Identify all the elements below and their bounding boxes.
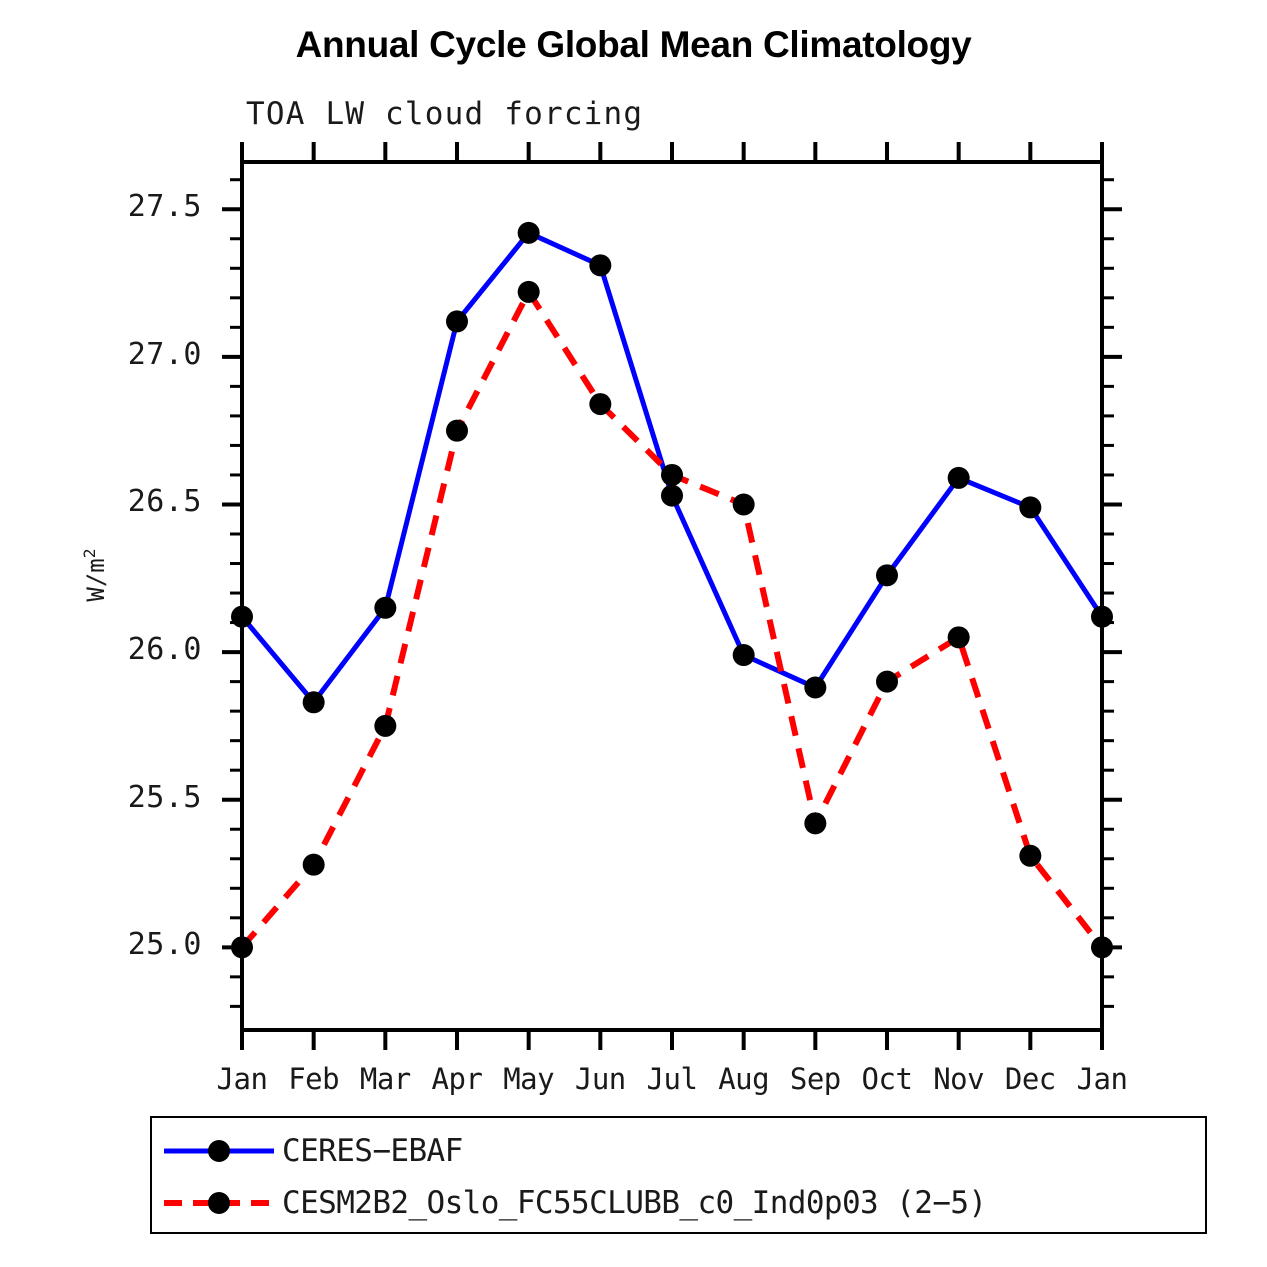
data-point-marker [374, 596, 397, 619]
data-point-marker [947, 466, 970, 489]
chart-subtitle: TOA LW cloud forcing [246, 96, 644, 132]
chart-legend: CERES−EBAF CESM2B2_Oslo_FC55CLUBB_c0_Ind… [150, 1116, 1207, 1234]
x-tick-label: Jan [216, 1062, 268, 1096]
x-tick-label: Jan [1076, 1062, 1128, 1096]
x-tick-label: Oct [861, 1062, 913, 1096]
data-point-marker [231, 936, 253, 959]
x-tick-label: Feb [288, 1062, 340, 1096]
data-point-marker [732, 644, 755, 667]
legend-row-model: CESM2B2_Oslo_FC55CLUBB_c0_Ind0p03 (2−5) [152, 1178, 1205, 1228]
data-point-marker [947, 626, 970, 649]
data-point-marker [1091, 605, 1113, 628]
x-tick-label: Apr [431, 1062, 483, 1096]
y-axis-minor-ticks [230, 178, 1114, 1008]
x-tick-label: Sep [789, 1062, 841, 1096]
data-point-marker [302, 853, 325, 876]
legend-label-ceres: CERES−EBAF [282, 1133, 463, 1169]
x-axis-major-ticks [240, 142, 1104, 1050]
data-point-marker [804, 676, 827, 699]
data-point-marker [589, 393, 612, 416]
y-tick-label: 27.5 [127, 189, 202, 225]
data-markers-layer [231, 221, 1113, 959]
legend-swatch-model [164, 1192, 274, 1214]
y-tick-label: 25.0 [127, 927, 202, 963]
legend-swatch-ceres [164, 1140, 274, 1162]
data-point-marker [517, 221, 540, 244]
data-point-marker [589, 254, 612, 277]
x-tick-label: Mar [359, 1062, 411, 1096]
data-point-marker [804, 812, 827, 835]
chart-title: Annual Cycle Global Mean Climatology [295, 24, 972, 65]
data-point-marker [1019, 496, 1042, 519]
data-point-marker [1091, 936, 1113, 959]
data-series-layer [239, 229, 1105, 950]
data-point-marker [661, 463, 683, 486]
data-point-marker [876, 564, 898, 587]
y-tick-label: 26.0 [127, 632, 202, 668]
x-tick-label: Nov [933, 1062, 985, 1096]
y-tick-label: 26.5 [127, 484, 202, 520]
data-point-marker [446, 419, 468, 442]
data-point-marker [1019, 844, 1042, 867]
x-tick-label: Aug [718, 1062, 770, 1096]
data-point-marker [732, 493, 755, 516]
data-point-marker [231, 605, 253, 628]
y-axis-major-ticks [222, 207, 1122, 950]
data-point-marker [374, 714, 397, 737]
x-tick-label: Jul [646, 1062, 698, 1096]
x-tick-label: Dec [1004, 1062, 1056, 1096]
y-tick-label: 27.0 [127, 336, 202, 372]
x-tick-label: May [503, 1062, 555, 1096]
data-point-marker [876, 670, 898, 693]
data-point-marker [517, 280, 540, 303]
data-point-marker [302, 691, 325, 714]
series-line [239, 285, 1105, 950]
data-point-marker [661, 484, 683, 507]
data-point-marker [446, 310, 468, 333]
legend-row-ceres: CERES−EBAF [152, 1126, 1205, 1176]
legend-label-model: CESM2B2_Oslo_FC55CLUBB_c0_Ind0p03 (2−5) [282, 1185, 987, 1221]
x-tick-label: Jun [574, 1062, 626, 1096]
y-tick-label: 25.5 [127, 779, 202, 815]
axes-frame [240, 160, 1104, 1032]
